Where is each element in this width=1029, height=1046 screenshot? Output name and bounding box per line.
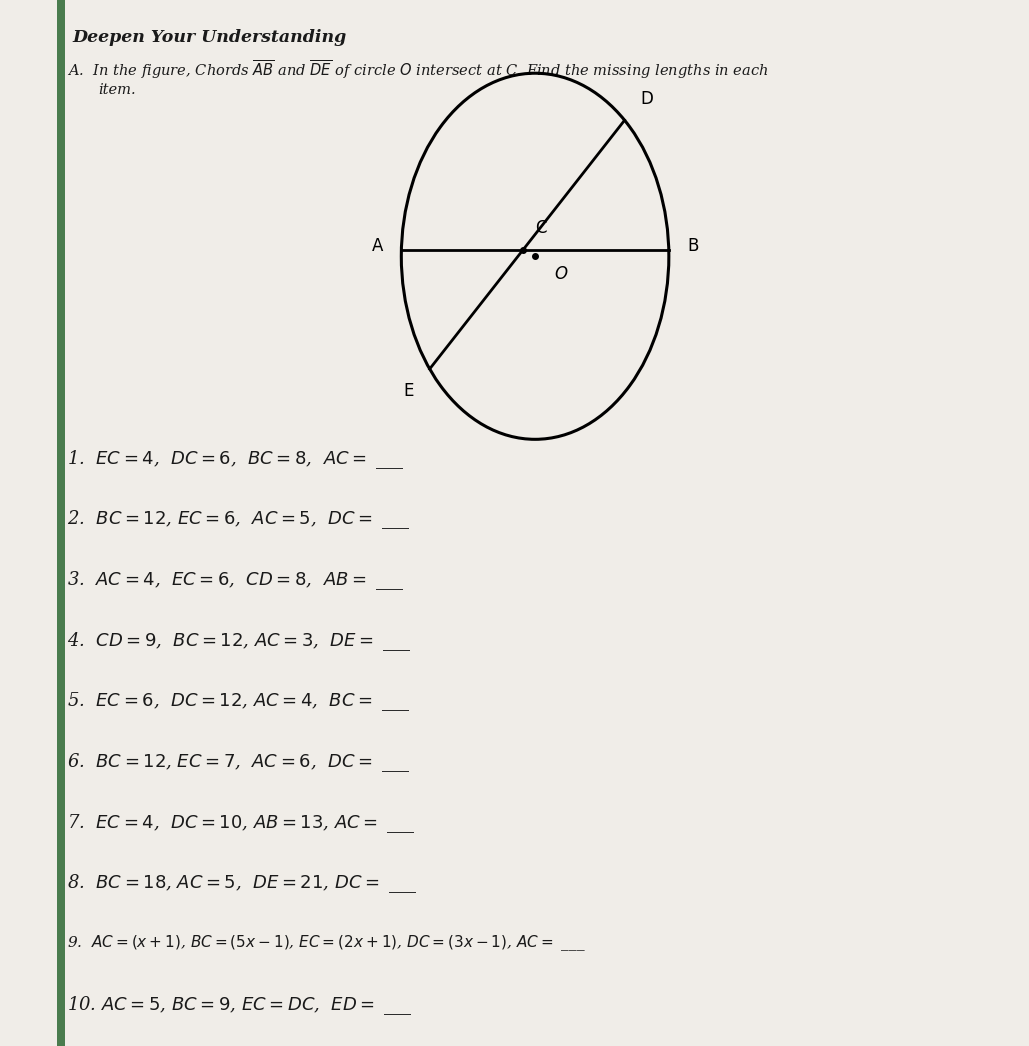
Text: 4.  $CD = 9$,  $BC = 12$, $AC = 3$,  $DE =$ ___: 4. $CD = 9$, $BC = 12$, $AC = 3$, $DE =$… (67, 630, 412, 653)
Text: 2.  $BC = 12$, $EC = 6$,  $AC = 5$,  $DC =$ ___: 2. $BC = 12$, $EC = 6$, $AC = 5$, $DC =$… (67, 508, 411, 531)
Bar (57, 0, 65, 1046)
Text: E: E (403, 382, 415, 400)
Text: 3.  $AC = 4$,  $EC= 6$,  $CD = 8$,  $AB =$ ___: 3. $AC = 4$, $EC= 6$, $CD = 8$, $AB =$ _… (67, 569, 404, 592)
Text: D: D (640, 90, 652, 108)
Text: 10. $AC = 5$, $BC= 9$, $EC = DC$,  $ED =$ ___: 10. $AC = 5$, $BC= 9$, $EC = DC$, $ED =$… (67, 994, 413, 1017)
Text: 9.  $AC = (x+1)$, $BC = (5x-1)$, $EC = (2x+1)$, $DC = (3x-1)$, $AC =$ ___: 9. $AC = (x+1)$, $BC = (5x-1)$, $EC = (2… (67, 933, 586, 953)
Text: item.: item. (98, 83, 136, 96)
Text: A.  In the figure, Chords $\overline{AB}$ and $\overline{DE}$ of circle $\mathit: A. In the figure, Chords $\overline{AB}$… (67, 59, 769, 82)
Text: 7.  $EC = 4$,  $DC= 10$, $AB = 13$, $AC =$ ___: 7. $EC = 4$, $DC= 10$, $AB = 13$, $AC =$… (67, 812, 416, 835)
Text: Deepen Your Understanding: Deepen Your Understanding (72, 29, 347, 46)
Text: 5.  $EC = 6$,  $DC= 12$, $AC = 4$,  $BC =$ ___: 5. $EC = 6$, $DC= 12$, $AC = 4$, $BC =$ … (67, 690, 411, 713)
Text: 6.  $BC = 12$, $EC= 7$,  $AC = 6$,  $DC =$ ___: 6. $BC = 12$, $EC= 7$, $AC = 6$, $DC =$ … (67, 751, 411, 774)
Text: $O$: $O$ (554, 265, 568, 282)
Text: A: A (371, 236, 383, 254)
Text: C: C (535, 220, 546, 237)
Text: B: B (687, 236, 699, 254)
Text: 8.  $BC = 18$, $AC= 5$,  $DE = 21$, $DC =$ ___: 8. $BC = 18$, $AC= 5$, $DE = 21$, $DC =$… (67, 872, 418, 895)
Text: 1.  $EC = 4$,  $DC= 6$,  $BC = 8$,  $AC =$ ___: 1. $EC = 4$, $DC= 6$, $BC = 8$, $AC =$ _… (67, 448, 404, 471)
